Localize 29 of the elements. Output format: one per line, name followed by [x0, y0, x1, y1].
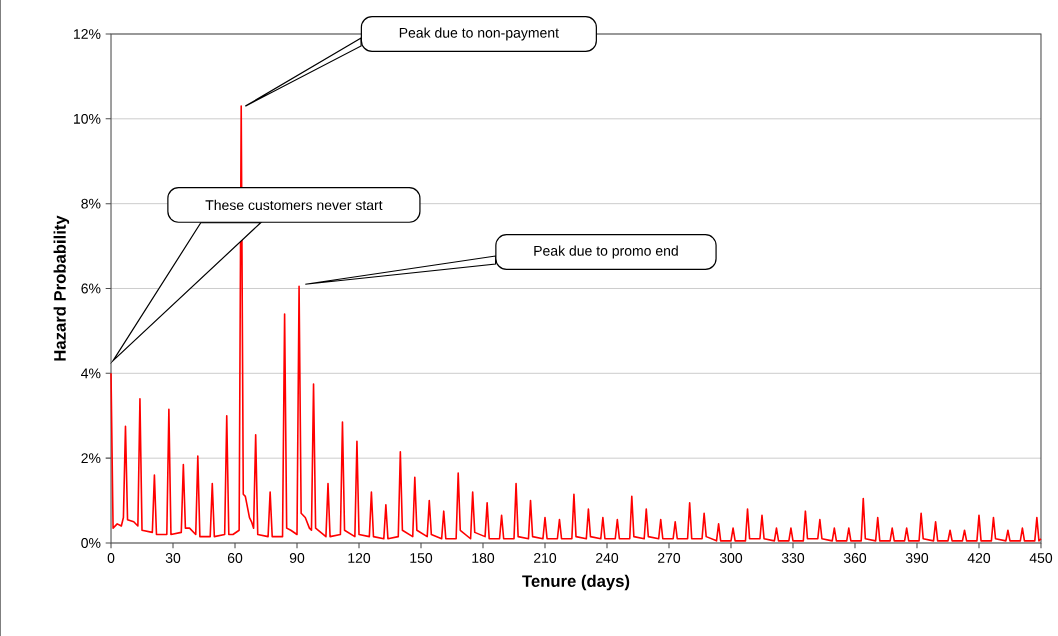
x-tick-label: 420	[967, 553, 991, 563]
y-axis-title: Hazard Probability	[53, 215, 70, 361]
x-tick-label: 390	[905, 553, 929, 563]
x-tick-label: 210	[534, 553, 557, 563]
y-tick-label: 2%	[81, 453, 101, 464]
y-tick-label: 6%	[81, 283, 101, 294]
y-tick-label: 0%	[81, 538, 101, 548]
x-tick-label: 60	[227, 553, 243, 563]
x-tick-label: 270	[658, 553, 681, 563]
x-tick-label: 240	[596, 553, 619, 563]
x-tick-label: 30	[165, 553, 181, 563]
annotation: Peak due to non-payment	[399, 27, 559, 41]
y-tick-label: 10%	[74, 113, 101, 124]
x-tick-label: 150	[410, 553, 433, 563]
y-tick-label: 12%	[74, 29, 101, 39]
x-tick-label: 180	[472, 553, 495, 563]
x-tick-label: 90	[289, 553, 305, 563]
y-tick-label: 4%	[81, 368, 101, 379]
x-tick-label: 0	[107, 553, 115, 563]
annotation: These customers never start	[205, 199, 383, 211]
annotation: Peak due to promo end	[534, 245, 678, 259]
line-series	[110, 105, 1042, 542]
x-tick-label: 330	[781, 553, 805, 563]
x-tick-label: 300	[719, 553, 743, 563]
y-tick-label: 8%	[81, 198, 101, 209]
x-tick-label: 360	[843, 553, 867, 563]
x-tick-label: 120	[348, 553, 371, 563]
x-axis-title: Tenure (days)	[522, 574, 630, 591]
x-tick-label: 450	[1029, 553, 1053, 563]
